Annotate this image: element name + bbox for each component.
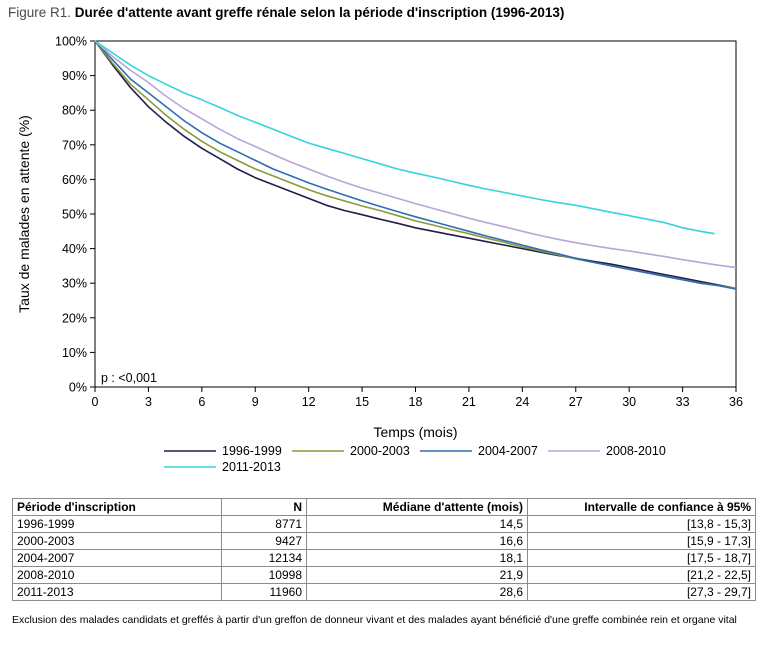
- y-tick-label: 90%: [62, 69, 87, 83]
- header-n: N: [221, 498, 307, 516]
- cell-intervalle: [17,5 - 18,7]: [527, 549, 756, 567]
- legend-label-2000-2003: 2000-2003: [350, 444, 410, 458]
- table-row: 2011-2013 11960 28,6 [27,3 - 29,7]: [12, 583, 756, 601]
- survival-chart: 0%10%20%30%40%50%60%70%80%90%100%0 3 6 9 12 1…: [16, 35, 743, 475]
- x-axis-label: Temps (mois): [373, 424, 457, 440]
- y-tick-label: 40%: [62, 242, 87, 256]
- figure-title: Figure R1. Durée d'attente avant greffe …: [8, 5, 564, 20]
- cell-periode: 2011-2013: [12, 583, 222, 601]
- table-row: 1996-1999 8771 14,5 [13,8 - 15,3]: [12, 515, 756, 533]
- y-tick-label: 50%: [62, 208, 87, 222]
- legend-label-2011-2013: 2011-2013: [222, 460, 281, 474]
- cell-periode: 2008-2010: [12, 566, 222, 584]
- y-tick-label: 70%: [62, 138, 87, 152]
- x-tick-label: 0: [92, 395, 99, 409]
- x-tick-label: 15: [355, 395, 369, 409]
- y-tick-label: 60%: [62, 173, 87, 187]
- y-tick-label: 30%: [62, 277, 87, 291]
- cell-mediane: 18,1: [306, 549, 528, 567]
- x-tick-label: 6: [198, 395, 205, 409]
- figure-main-title: Durée d'attente avant greffe rénale selo…: [74, 5, 565, 20]
- series-line-2011-2013: [94, 40, 715, 235]
- cell-mediane: 14,5: [306, 515, 528, 533]
- x-tick-label: 33: [676, 395, 690, 409]
- header-intervalle: Intervalle de confiance à 95%: [527, 498, 756, 516]
- plot-frame: [94, 40, 737, 388]
- x-tick-label: 24: [515, 395, 529, 409]
- cell-n: 11960: [221, 583, 307, 601]
- x-tick-label: 21: [462, 395, 476, 409]
- cell-intervalle: [27,3 - 29,7]: [527, 583, 756, 601]
- legend-label-1996-1999: 1996-1999: [222, 444, 282, 458]
- x-tick-label: 3: [145, 395, 152, 409]
- cell-n: 8771: [221, 515, 307, 533]
- table-row: 2000-2003 9427 16,6 [15,9 - 17,3]: [12, 532, 756, 550]
- y-tick-label: 0%: [69, 381, 87, 395]
- y-tick-label: 20%: [62, 311, 87, 325]
- x-tick-label: 36: [729, 395, 743, 409]
- p-value-annotation: p : <0,001: [101, 371, 157, 385]
- legend-label-2004-2007: 2004-2007: [478, 444, 538, 458]
- series-line-2008-2010: [94, 40, 737, 269]
- x-tick-label: 30: [622, 395, 636, 409]
- header-periode: Période d'inscription: [12, 498, 222, 516]
- cell-mediane: 21,9: [306, 566, 528, 584]
- cell-periode: 2000-2003: [12, 532, 222, 550]
- cell-n: 12134: [221, 549, 307, 567]
- legend-label-2008-2010: 2008-2010: [606, 444, 666, 458]
- cell-periode: 2004-2007: [12, 549, 222, 567]
- cell-mediane: 16,6: [306, 532, 528, 550]
- footnote: Exclusion des malades candidats et greff…: [12, 614, 737, 626]
- y-tick-label: 100%: [55, 35, 87, 49]
- figure-label: Figure R1.: [8, 5, 72, 20]
- x-tick-label: 27: [569, 395, 583, 409]
- series-line-2000-2003: [94, 40, 737, 290]
- cell-intervalle: [13,8 - 15,3]: [527, 515, 756, 533]
- stats-table-wrap: Période d'inscription N Médiane d'attent…: [12, 498, 756, 601]
- cell-n: 9427: [221, 532, 307, 550]
- header-mediane: Médiane d'attente (mois): [306, 498, 528, 516]
- series-line-2004-2007: [94, 40, 737, 290]
- x-tick-label: 18: [409, 395, 423, 409]
- table-header-row: Période d'inscription N Médiane d'attent…: [12, 498, 756, 516]
- series-line-1996-1999: [94, 40, 737, 290]
- cell-intervalle: [15,9 - 17,3]: [527, 532, 756, 550]
- y-tick-label: 10%: [62, 346, 87, 360]
- cell-periode: 1996-1999: [12, 515, 222, 533]
- cell-intervalle: [21,2 - 22,5]: [527, 566, 756, 584]
- cell-n: 10998: [221, 566, 307, 584]
- y-tick-label: 80%: [62, 104, 87, 118]
- x-tick-label: 9: [252, 395, 259, 409]
- stats-table: Période d'inscription N Médiane d'attent…: [12, 498, 756, 601]
- table-row: 2004-2007 12134 18,1 [17,5 - 18,7]: [12, 549, 756, 567]
- x-tick-label: 12: [302, 395, 316, 409]
- y-axis-label: Taux de malades en attente (%): [16, 115, 32, 313]
- table-row: 2008-2010 10998 21,9 [21,2 - 22,5]: [12, 566, 756, 584]
- cell-mediane: 28,6: [306, 583, 528, 601]
